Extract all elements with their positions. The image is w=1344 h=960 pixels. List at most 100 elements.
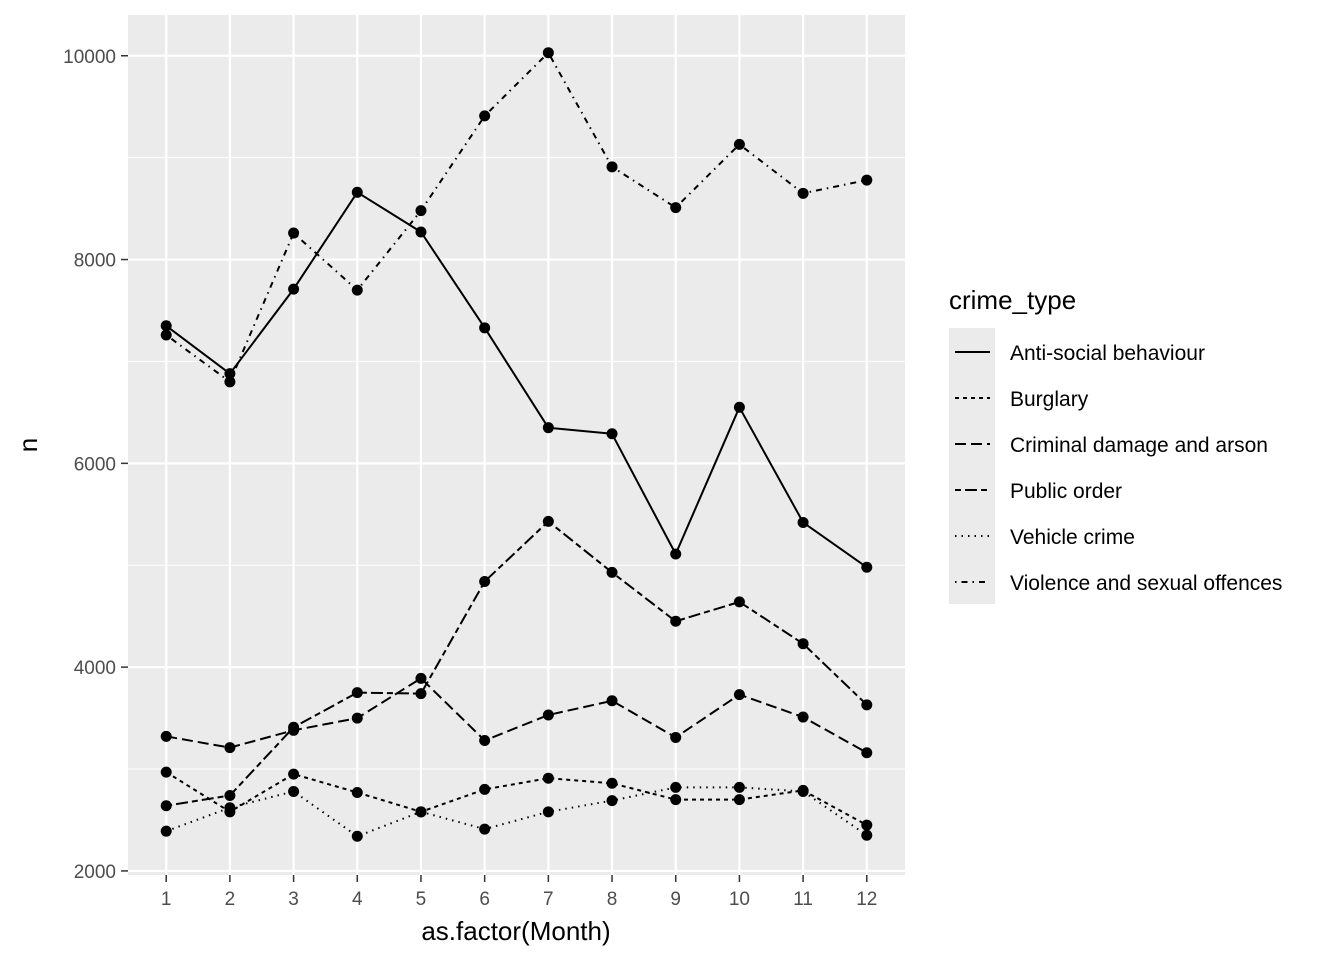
legend-title: crime_type [949,285,1076,315]
major-grid [128,15,905,875]
data-point [351,830,363,842]
data-point [606,777,618,789]
legend-label: Violence and sexual offences [1010,572,1282,595]
legend-label: Public order [1010,480,1122,503]
data-point [479,783,491,795]
data-point [542,806,554,818]
data-point [670,548,682,560]
data-point [288,227,300,239]
data-point [351,712,363,724]
data-point [160,800,172,812]
data-point [733,138,745,150]
data-point [479,110,491,122]
data-point [797,187,809,199]
data-point [861,699,873,711]
data-point [606,161,618,173]
legend-key-background [949,328,995,604]
data-point [351,687,363,699]
x-tick-label: 1 [161,889,172,910]
data-point [542,772,554,784]
data-point [797,516,809,528]
data-point [670,794,682,806]
legend-label: Vehicle crime [1010,526,1135,549]
data-point [670,615,682,627]
x-tick-label: 2 [225,889,236,910]
data-point [415,226,427,238]
data-point [160,730,172,742]
minor-grid [128,157,905,770]
data-point [415,806,427,818]
panel-background [128,15,905,875]
data-point [670,781,682,793]
legend-items: Anti-social behaviour Burglary Criminal da… [955,342,1282,595]
y-tick-label: 2000 [74,862,116,883]
x-tick-label: 9 [670,889,681,910]
series-line [165,191,868,569]
data-point [288,785,300,797]
x-tick-label: 8 [607,889,618,910]
data-point [160,320,172,332]
data-point [733,689,745,701]
data-point [606,566,618,578]
data-point [224,376,236,388]
x-axis-title: as.factor(Month) [421,916,610,946]
data-point [542,422,554,434]
series-line [165,51,868,383]
x-tick-label: 3 [288,889,299,910]
data-point [606,695,618,707]
data-point [733,781,745,793]
data-point [288,283,300,295]
x-tick-label: 10 [729,889,750,910]
data-point [224,790,236,802]
data-point [733,794,745,806]
data-point [606,428,618,440]
data-point [479,734,491,746]
data-point [351,284,363,296]
data-point [224,802,236,814]
x-tick-label: 6 [479,889,490,910]
x-tick-label: 12 [856,889,877,910]
data-point [797,638,809,650]
x-axis: 1 2 3 4 5 6 7 8 9 10 11 12 [161,875,877,910]
data-point [861,561,873,573]
series-line [166,677,868,754]
data-point [160,825,172,837]
legend: crime_type Anti-social behaviour Burglary… [949,285,1282,604]
data-point [670,202,682,214]
data-point [606,795,618,807]
data-point [479,576,491,588]
data-point [861,174,873,186]
data-point [542,47,554,59]
data-point [224,368,236,380]
legend-label: Criminal damage and arson [1010,434,1268,457]
data-point [288,768,300,780]
x-tick-label: 11 [793,889,813,910]
data-point [479,823,491,835]
data-point [861,829,873,841]
data-point [415,688,427,700]
data-point [351,186,363,198]
data-point [288,721,300,733]
data-point [415,672,427,684]
data-point [479,322,491,334]
data-point [670,731,682,743]
y-axis-title: n [13,438,43,452]
y-tick-label: 8000 [74,251,116,272]
series-lines [165,51,868,838]
x-tick-label: 5 [416,889,427,910]
data-point [861,747,873,759]
data-point [415,205,427,217]
x-tick-label: 4 [352,889,363,910]
y-tick-label: 6000 [74,454,116,475]
data-point [733,596,745,608]
data-point [861,819,873,831]
data-point [542,515,554,527]
series-line [166,520,868,807]
legend-label: Anti-social behaviour [1010,342,1205,365]
series-line [165,771,868,826]
x-tick-label: 7 [543,889,554,910]
data-point [797,785,809,797]
data-point [797,711,809,723]
series-points [160,47,873,842]
data-point [733,401,745,413]
